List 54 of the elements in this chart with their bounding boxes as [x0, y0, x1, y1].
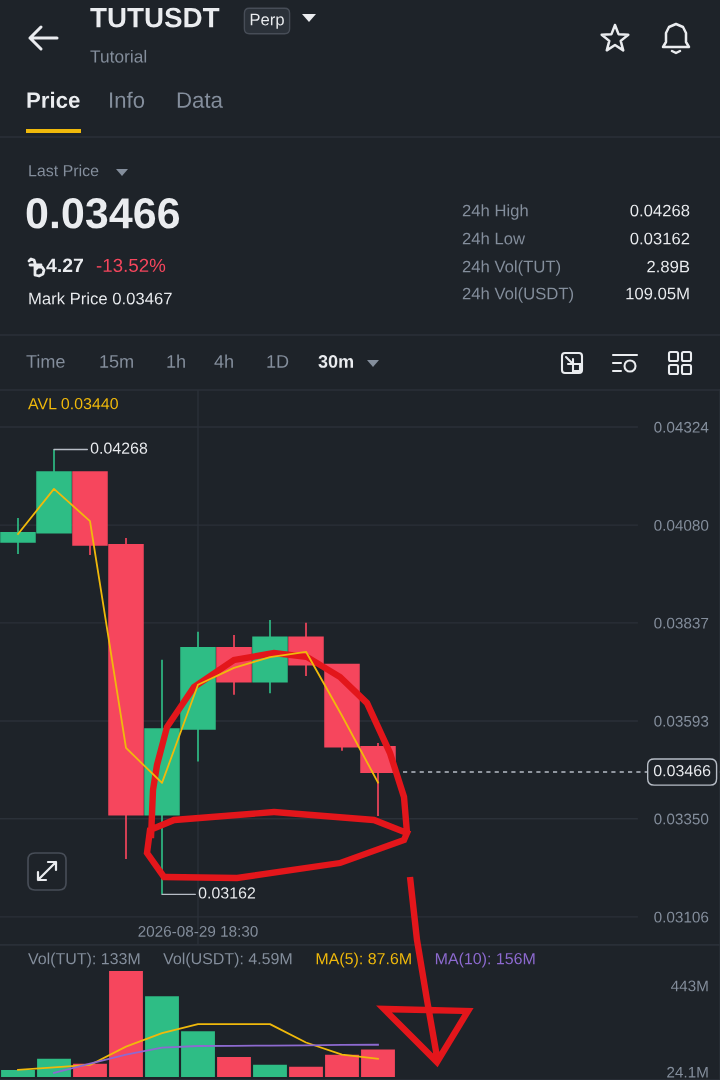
- text: 24h High: [462, 204, 528, 220]
- text: Time: [26, 354, 65, 368]
- text: Data: [177, 92, 223, 108]
- bar: [109, 970, 143, 1077]
- x-tick-label: 2026-08-29 18:30: [138, 925, 258, 937]
- bar: [361, 1049, 395, 1077]
- text: 30m: [318, 355, 354, 368]
- bar: [145, 996, 179, 1077]
- text: 0.03162: [630, 232, 690, 245]
- text: 24h Low: [462, 232, 526, 245]
- text: 2.89B: [647, 260, 690, 273]
- text: MA(5): 87.6M: [316, 952, 411, 968]
- y-tick-label: 443M: [671, 980, 708, 992]
- y-tick-label: 0.04324: [654, 421, 709, 433]
- y-tick-label: 0.03837: [654, 617, 709, 629]
- bar: [289, 1066, 323, 1077]
- chart-subtitle: Tutorial: [90, 49, 147, 63]
- y-tick-label: 0.04080: [654, 520, 709, 531]
- line-series: [17, 488, 379, 784]
- y-tick-label: 0.03350: [654, 813, 709, 825]
- line-series: [17, 1023, 379, 1071]
- line-series: [53, 1043, 379, 1074]
- text: 109.05M: [626, 287, 689, 300]
- y-tick-label: 0.03106: [654, 911, 709, 923]
- bar: [325, 1054, 359, 1077]
- annotation: Vol(USDT): 4.59M: [163, 952, 292, 968]
- text: 4.27: [46, 258, 83, 273]
- chart-title: TUTUSDT: [90, 7, 220, 28]
- text: 24h Vol(USDT): [462, 287, 574, 303]
- text: Info: [110, 91, 145, 108]
- text: AVL 0.03440: [28, 397, 118, 410]
- text: Last Price: [29, 164, 99, 177]
- text: 4h: [214, 354, 233, 368]
- text: Price: [27, 91, 80, 108]
- bar: [217, 1057, 251, 1077]
- text: -13.52%: [96, 258, 166, 273]
- text: 15m: [100, 355, 133, 368]
- text: 0.04268: [630, 204, 690, 217]
- text: 1h: [167, 354, 185, 368]
- text: 0.03466: [26, 198, 180, 229]
- y-tick-label: 24.1M: [667, 1066, 708, 1078]
- y-tick-label: 0.03593: [654, 715, 709, 727]
- ref-line-label: 0.03466: [653, 765, 711, 777]
- bar: [1, 1069, 35, 1077]
- annotation: 0.03162: [198, 887, 256, 899]
- text: 24h Vol(TUT): [462, 260, 561, 276]
- annotation: Vol(TUT): 133M: [28, 952, 140, 968]
- annotation: 0.04268: [90, 442, 148, 454]
- text: Perp: [250, 13, 284, 29]
- text: Mark Price 0.03467: [29, 292, 172, 305]
- text: MA(10): 156M: [435, 952, 535, 968]
- bar: [253, 1064, 287, 1077]
- text: 1D: [267, 355, 289, 368]
- bar: [181, 1031, 215, 1077]
